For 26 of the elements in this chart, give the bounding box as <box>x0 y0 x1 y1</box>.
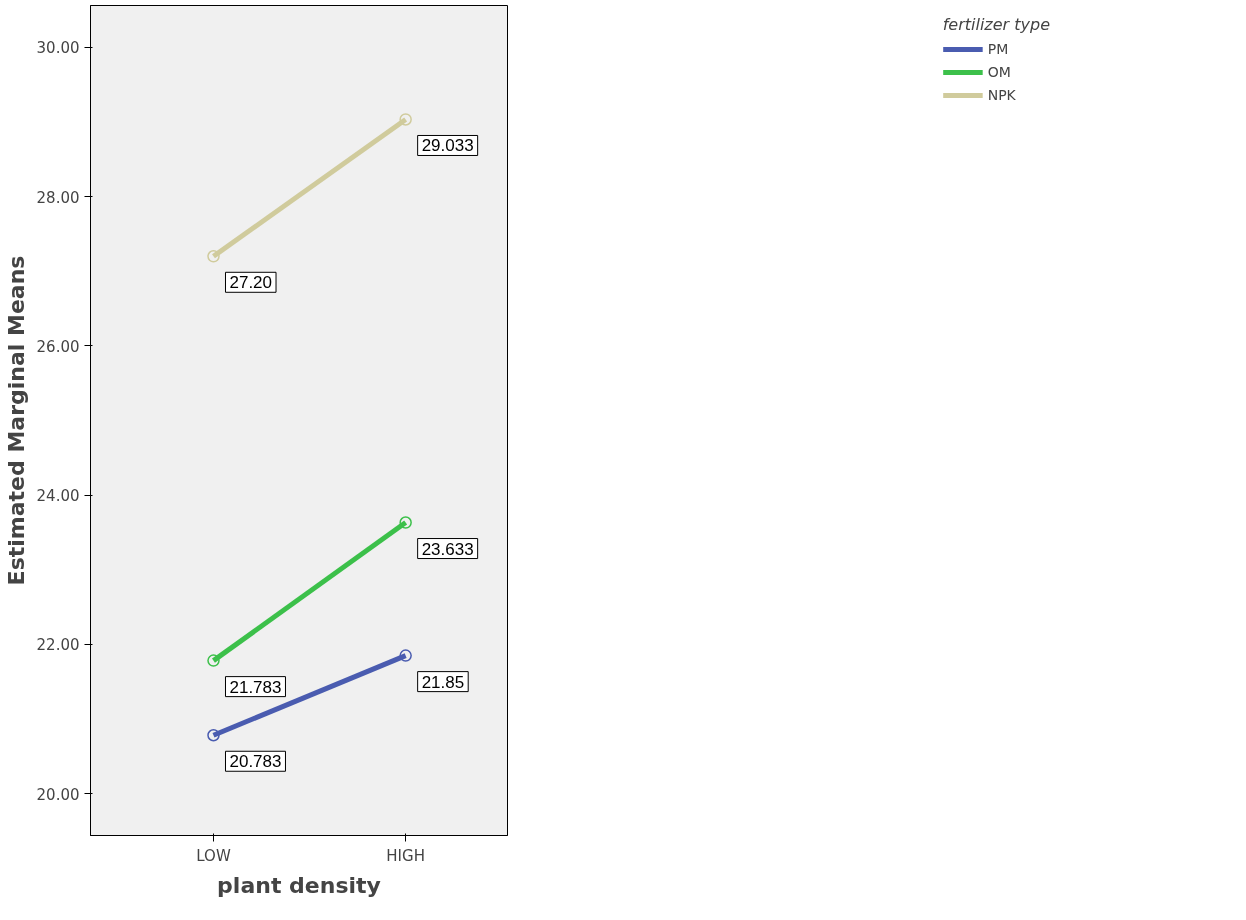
legend-label: NPK <box>987 87 1016 103</box>
data-label: 21.85 <box>421 672 465 692</box>
point <box>399 649 412 662</box>
point <box>399 516 412 529</box>
y-tick-label: 24.00 <box>36 487 80 506</box>
legend-label: OM <box>987 64 1011 80</box>
x-tick-label: HIGH <box>386 846 425 865</box>
data-label: 23.633 <box>421 539 474 559</box>
x-axis-title: plant density <box>217 872 381 898</box>
y-tick-label: 26.00 <box>36 337 80 356</box>
y-tick-label: 22.00 <box>36 636 80 655</box>
legend-label: PM <box>987 41 1009 57</box>
point <box>207 250 220 263</box>
y-tick-label: 28.00 <box>36 188 80 207</box>
y-tick-label: 30.00 <box>36 39 80 58</box>
x-tick-label: LOW <box>196 846 231 865</box>
y-axis-title: Estimated Marginal Means <box>3 255 29 586</box>
y-tick-label: 20.00 <box>36 785 80 804</box>
point <box>207 654 220 667</box>
data-label: 20.783 <box>229 752 282 772</box>
point <box>399 113 412 126</box>
data-label: 21.783 <box>229 677 282 697</box>
legend-title: fertilizer type <box>942 15 1050 34</box>
point <box>207 729 220 742</box>
data-label: 27.20 <box>229 273 273 293</box>
data-label: 29.033 <box>421 136 474 156</box>
